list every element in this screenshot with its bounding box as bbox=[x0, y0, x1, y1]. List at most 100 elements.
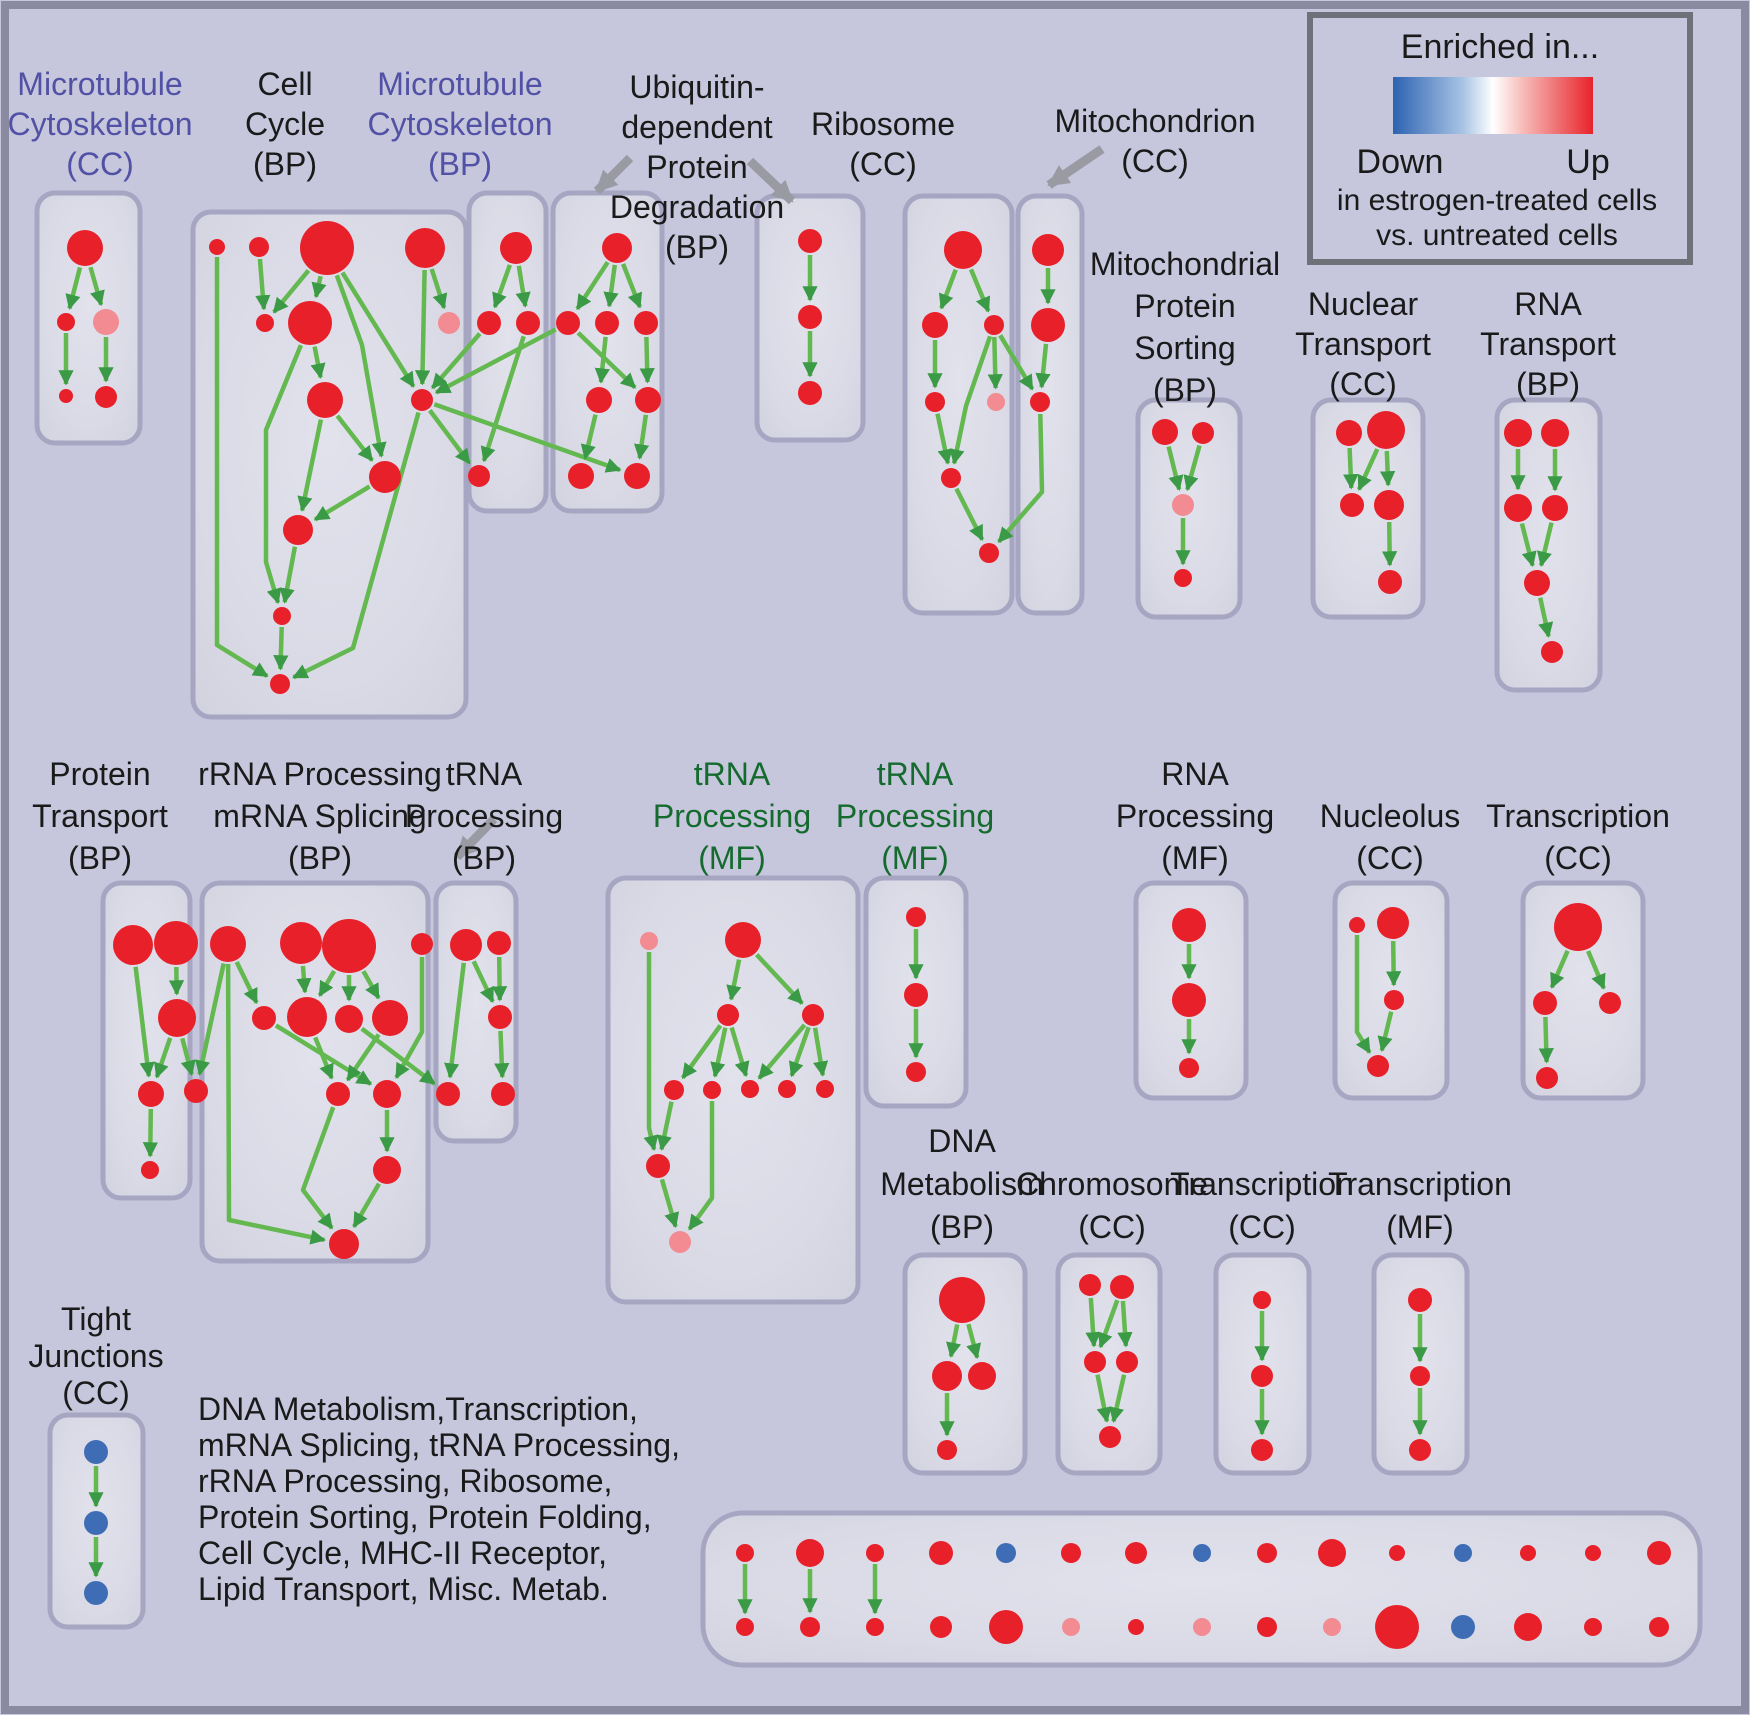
go-node-13 bbox=[411, 389, 433, 411]
term-label-transcription-cc-mid: Transcription (CC) bbox=[1486, 798, 1670, 876]
go-node-152 bbox=[1584, 1618, 1602, 1636]
term-label-line: mRNA Splicing bbox=[213, 798, 426, 834]
box-misc-clusters bbox=[700, 1510, 1703, 1668]
dependency-edge-81 bbox=[491, 956, 508, 1002]
dependency-edge-79 bbox=[352, 1182, 381, 1229]
dependency-edge-102 bbox=[1377, 1011, 1394, 1052]
go-node-48 bbox=[1367, 411, 1405, 449]
go-node-89 bbox=[816, 1080, 834, 1098]
go-node-51 bbox=[1378, 570, 1402, 594]
term-label-line: (MF) bbox=[1161, 840, 1229, 876]
go-node-93 bbox=[904, 983, 928, 1007]
term-label-line: Transport bbox=[1480, 326, 1616, 362]
go-node-115 bbox=[1253, 1291, 1271, 1309]
term-label-line: Junctions bbox=[28, 1338, 163, 1374]
go-node-33 bbox=[944, 231, 982, 269]
go-node-56 bbox=[1524, 570, 1550, 596]
term-label-line: Nucleolus bbox=[1320, 798, 1461, 834]
go-node-53 bbox=[1541, 419, 1569, 447]
dependency-edge-87 bbox=[680, 1024, 723, 1080]
go-node-9 bbox=[256, 314, 274, 332]
go-node-104 bbox=[1599, 992, 1621, 1014]
term-label-line: (BP) bbox=[253, 146, 317, 182]
go-node-47 bbox=[1336, 420, 1362, 446]
go-node-138 bbox=[1647, 1541, 1671, 1565]
go-node-121 bbox=[84, 1440, 108, 1464]
go-node-31 bbox=[798, 305, 822, 329]
dependency-edge-111 bbox=[1117, 1300, 1133, 1348]
go-node-64 bbox=[210, 926, 246, 962]
go-node-141 bbox=[866, 1618, 884, 1636]
pointer-to-mitochondrion-box bbox=[1046, 145, 1105, 189]
legend-box bbox=[1307, 12, 1693, 265]
dependency-edge-18 bbox=[263, 344, 303, 605]
dependency-edge-100 bbox=[1354, 935, 1372, 1054]
dependency-edge-38 bbox=[968, 268, 991, 313]
term-label-line: RNA bbox=[1161, 756, 1229, 792]
dependency-edge-64 bbox=[180, 1037, 196, 1076]
go-node-153 bbox=[1649, 1617, 1669, 1637]
go-node-105 bbox=[1536, 1067, 1558, 1089]
term-label-line: Transport bbox=[1295, 326, 1431, 362]
term-label-line: Protein bbox=[646, 149, 747, 185]
go-node-82 bbox=[725, 922, 761, 958]
go-node-127 bbox=[929, 1541, 953, 1565]
go-node-97 bbox=[1179, 1058, 1199, 1078]
dependency-edge-106 bbox=[946, 1324, 962, 1358]
dependency-edge-84 bbox=[643, 952, 659, 1151]
dependency-edge-4 bbox=[255, 258, 271, 311]
term-label-line: Degradation bbox=[610, 189, 784, 225]
go-node-147 bbox=[1257, 1617, 1277, 1637]
go-node-135 bbox=[1454, 1544, 1472, 1562]
go-node-80 bbox=[491, 1082, 515, 1106]
dependency-edge-37 bbox=[938, 268, 958, 310]
go-node-96 bbox=[1172, 983, 1206, 1017]
term-label-rrna-processing-mrna-splicing-bp: rRNA Processing mRNA Splicing (BP) bbox=[198, 756, 442, 876]
go-node-94 bbox=[906, 1062, 926, 1082]
term-label-line: tRNA bbox=[446, 756, 523, 792]
dependency-edge-20 bbox=[492, 264, 513, 309]
dependency-edge-32 bbox=[639, 336, 655, 384]
go-node-140 bbox=[800, 1617, 820, 1637]
go-node-68 bbox=[252, 1006, 276, 1030]
go-node-27 bbox=[635, 387, 661, 413]
go-node-34 bbox=[922, 312, 948, 338]
term-label-line: tRNA bbox=[694, 756, 771, 792]
go-node-67 bbox=[411, 933, 433, 955]
dependency-edge-10 bbox=[414, 269, 431, 386]
go-node-65 bbox=[280, 922, 322, 964]
dependency-edge-28 bbox=[603, 264, 619, 308]
go-node-72 bbox=[326, 1082, 350, 1106]
term-label-line: rRNA Processing, Ribosome, bbox=[198, 1463, 612, 1499]
go-node-120 bbox=[1409, 1439, 1431, 1461]
go-node-129 bbox=[1061, 1543, 1081, 1563]
term-label-line: (BP) bbox=[1153, 372, 1217, 408]
term-label-microtubule-cytoskeleton-bp: Microtubule Cytoskeleton (BP) bbox=[368, 66, 553, 182]
dependency-edge-44 bbox=[998, 334, 1035, 391]
term-label-line: (CC) bbox=[1078, 1209, 1146, 1245]
dependency-edge-29 bbox=[621, 263, 643, 309]
go-node-107 bbox=[932, 1361, 962, 1391]
term-label-line: (BP) bbox=[288, 840, 352, 876]
go-node-40 bbox=[1032, 234, 1064, 266]
dependency-edge-47 bbox=[1035, 343, 1051, 389]
term-label-line: Transport bbox=[32, 798, 168, 834]
dependency-edge-54 bbox=[1381, 521, 1398, 567]
dependency-edge-89 bbox=[729, 1026, 750, 1078]
go-node-6 bbox=[249, 237, 269, 257]
term-label-line: (CC) bbox=[849, 146, 917, 182]
term-label-line: Sorting bbox=[1134, 330, 1235, 366]
dependency-edge-23 bbox=[434, 327, 557, 395]
dependency-edge-51 bbox=[1343, 447, 1359, 490]
dependency-edge-91 bbox=[788, 1026, 811, 1078]
dependency-edge-42 bbox=[949, 335, 993, 465]
go-node-0 bbox=[67, 230, 103, 266]
go-node-86 bbox=[703, 1081, 721, 1099]
go-node-62 bbox=[141, 1161, 159, 1179]
box-transcription-cc-mid bbox=[1520, 880, 1646, 1101]
dependency-edge-14 bbox=[313, 484, 371, 522]
dependency-edge-21 bbox=[515, 265, 531, 308]
go-node-100 bbox=[1384, 990, 1404, 1010]
go-node-14 bbox=[369, 461, 401, 493]
go-node-101 bbox=[1367, 1055, 1389, 1077]
